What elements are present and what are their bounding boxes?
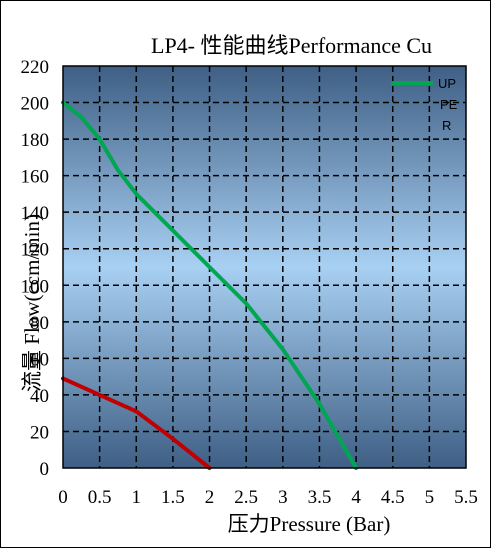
y-tick-label: 120 (21, 240, 50, 261)
y-tick-label: 80 (30, 313, 49, 334)
x-tick-label: 1 (132, 487, 142, 508)
x-tick-label: 3 (278, 487, 288, 508)
x-tick-label: 5 (425, 487, 435, 508)
plot-area (63, 66, 466, 468)
x-tick-label: 4 (351, 487, 361, 508)
x-tick-label: 0 (58, 487, 68, 508)
y-tick-label: 0 (40, 459, 50, 480)
y-tick-label: 180 (21, 130, 50, 151)
y-tick-label: 200 (21, 94, 50, 115)
chart-title: LP4- 性能曲线Performance Cu (151, 33, 432, 58)
legend: UP PE R (391, 76, 458, 133)
x-axis-label: 压力Pressure (Bar) (228, 512, 391, 536)
y-tick-label: 40 (30, 386, 49, 407)
x-tick-label: 1.5 (161, 487, 185, 508)
y-tick-label: 60 (30, 349, 49, 370)
x-tick-label: 3.5 (308, 487, 332, 508)
y-tick-label: 160 (21, 167, 50, 188)
legend-entry-line-2: PE (440, 97, 458, 112)
y-tick-label: 220 (21, 57, 50, 78)
y-tick-label: 100 (21, 276, 50, 297)
legend-entry-line-3: R (442, 118, 451, 133)
x-tick-label: 0.5 (88, 487, 112, 508)
x-tick-label: 2.5 (234, 487, 258, 508)
legend-entry-line-1: UP (438, 76, 456, 91)
y-axis-label: 流量 Flow(ccm/min) (20, 214, 44, 392)
series-line-lower (61, 376, 212, 470)
y-tick-label: 140 (21, 203, 50, 224)
x-tick-label: 4.5 (381, 487, 405, 508)
plot-border (62, 65, 467, 469)
x-tick-label: 2 (205, 487, 215, 508)
x-tick-label: 5.5 (454, 487, 478, 508)
series-line-upper (61, 100, 359, 470)
y-tick-label: 20 (30, 422, 49, 443)
